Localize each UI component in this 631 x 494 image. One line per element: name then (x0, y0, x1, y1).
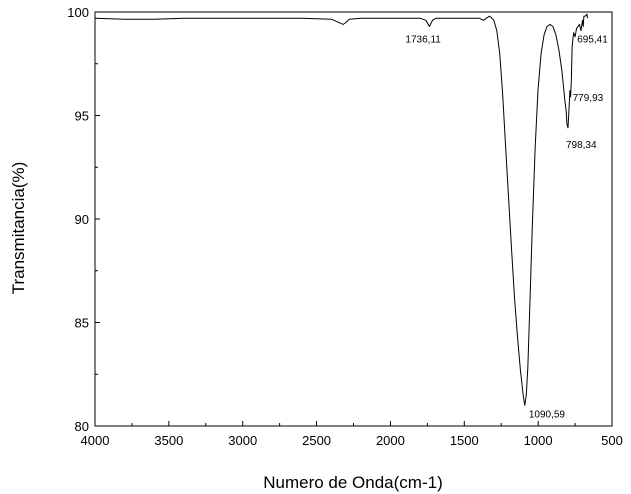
spectrum-line (94, 13, 589, 406)
y-tick-label: 85 (75, 316, 89, 331)
y-axis: 80 85 90 95 100 (67, 5, 100, 434)
y-tick-label: 80 (75, 419, 89, 434)
x-tick-label: 3000 (228, 433, 257, 448)
peak-label: 1736,11 (405, 34, 441, 45)
x-tick-label: 1000 (524, 433, 553, 448)
plot-area (94, 11, 613, 427)
peak-label: 1090,59 (529, 409, 566, 420)
y-tick-label: 95 (75, 109, 89, 124)
y-axis-title: Transmitancia(%) (9, 162, 28, 295)
x-tick-label: 4000 (81, 433, 110, 448)
annotation-layer: 1736,11 1090,59 798,34 779,93 695,41 (405, 34, 608, 420)
x-tick-label: 2000 (376, 433, 405, 448)
x-tick-label: 1500 (450, 433, 479, 448)
series-layer (94, 13, 589, 406)
y-tick-label: 90 (75, 212, 89, 227)
peak-label: 779,93 (573, 93, 604, 104)
y-tick-label: 100 (67, 5, 89, 20)
peak-label: 798,34 (566, 140, 597, 151)
x-axis: 4000 3500 3000 2500 2000 1500 1000 500 (81, 421, 623, 448)
x-axis-title: Numero de Onda(cm-1) (263, 473, 443, 492)
x-tick-label: 500 (601, 433, 623, 448)
peak-label: 695,41 (577, 34, 608, 45)
x-tick-label: 3500 (154, 433, 183, 448)
plot-frame (94, 11, 613, 427)
x-tick-label: 2500 (302, 433, 331, 448)
